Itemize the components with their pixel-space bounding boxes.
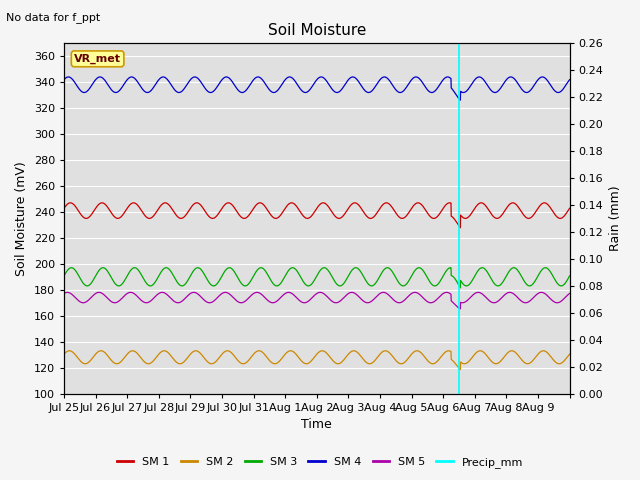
Legend: SM 1, SM 2, SM 3, SM 4, SM 5, Precip_mm: SM 1, SM 2, SM 3, SM 4, SM 5, Precip_mm bbox=[112, 452, 528, 472]
X-axis label: Time: Time bbox=[301, 418, 332, 431]
Y-axis label: Rain (mm): Rain (mm) bbox=[609, 186, 622, 251]
Text: No data for f_ppt: No data for f_ppt bbox=[6, 12, 100, 23]
Title: Soil Moisture: Soil Moisture bbox=[268, 23, 366, 38]
Text: VR_met: VR_met bbox=[74, 54, 121, 64]
Y-axis label: Soil Moisture (mV): Soil Moisture (mV) bbox=[15, 161, 28, 276]
